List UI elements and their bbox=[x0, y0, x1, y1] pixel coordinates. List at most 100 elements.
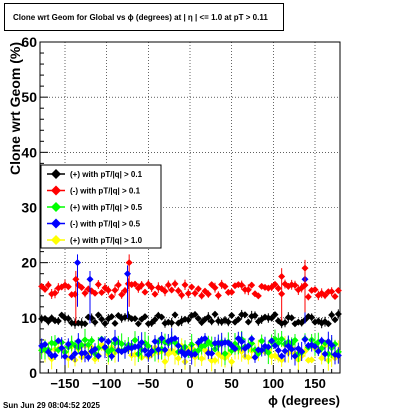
legend-marker bbox=[51, 185, 61, 196]
data-point bbox=[291, 336, 299, 344]
x-tick-label: −50 bbox=[137, 376, 159, 391]
data-point bbox=[311, 286, 319, 294]
data-point bbox=[124, 270, 131, 278]
data-point bbox=[198, 355, 206, 363]
data-point bbox=[98, 315, 106, 323]
data-point bbox=[221, 350, 229, 358]
data-point bbox=[131, 336, 139, 344]
data-point bbox=[168, 286, 176, 294]
data-point bbox=[98, 289, 106, 297]
data-point bbox=[331, 316, 339, 324]
data-point bbox=[158, 313, 166, 321]
x-axis-label: ϕ (degrees) bbox=[268, 393, 340, 408]
data-point bbox=[248, 281, 256, 289]
data-point bbox=[281, 347, 289, 355]
data-point bbox=[238, 338, 246, 346]
legend-marker bbox=[51, 169, 61, 179]
data-point bbox=[308, 313, 316, 321]
data-point bbox=[244, 318, 252, 326]
data-point bbox=[131, 315, 139, 323]
data-point bbox=[264, 349, 272, 357]
data-point bbox=[328, 311, 336, 319]
legend-label: (+) with pT/|q| > 0.5 bbox=[70, 203, 143, 212]
data-point bbox=[188, 283, 196, 291]
data-point bbox=[198, 292, 206, 300]
data-point bbox=[44, 348, 52, 356]
data-point bbox=[321, 291, 329, 299]
data-point bbox=[268, 337, 276, 345]
data-point bbox=[258, 337, 266, 345]
data-point bbox=[114, 281, 122, 289]
data-point bbox=[164, 281, 172, 289]
y-tick-label: 20 bbox=[21, 255, 37, 271]
data-point bbox=[64, 283, 72, 291]
data-point bbox=[334, 310, 342, 318]
data-point bbox=[228, 358, 236, 366]
data-point bbox=[171, 311, 179, 319]
data-point bbox=[188, 341, 196, 349]
data-point bbox=[248, 335, 256, 343]
data-point bbox=[271, 342, 279, 350]
data-point bbox=[321, 350, 329, 358]
data-point bbox=[278, 335, 286, 343]
data-point bbox=[86, 275, 94, 283]
data-point bbox=[331, 293, 339, 301]
x-tick-label: 100 bbox=[262, 376, 284, 391]
data-point bbox=[251, 312, 259, 320]
data-point bbox=[131, 280, 139, 288]
data-point bbox=[328, 288, 336, 296]
data-point bbox=[201, 341, 209, 349]
data-point bbox=[41, 285, 49, 293]
data-point bbox=[54, 337, 62, 345]
data-point bbox=[191, 350, 199, 358]
data-point bbox=[121, 287, 129, 295]
data-point bbox=[278, 352, 286, 360]
legend-marker bbox=[51, 235, 61, 245]
data-point bbox=[134, 320, 142, 328]
data-point bbox=[271, 311, 279, 319]
data-point bbox=[191, 289, 199, 297]
data-point bbox=[151, 290, 159, 298]
data-point bbox=[184, 316, 192, 324]
data-point bbox=[91, 318, 99, 326]
data-point bbox=[281, 319, 289, 327]
data-point bbox=[194, 285, 202, 293]
y-tick-label: 30 bbox=[21, 200, 37, 216]
data-point bbox=[278, 356, 286, 364]
data-point bbox=[104, 338, 112, 346]
legend-label: (-) with pT/|q| > 0.1 bbox=[70, 187, 141, 196]
data-point bbox=[208, 317, 216, 325]
y-tick-label: 40 bbox=[21, 144, 37, 160]
legend-label: (+) with pT/|q| > 0.1 bbox=[70, 170, 143, 179]
data-point bbox=[154, 346, 162, 354]
data-point bbox=[94, 280, 102, 288]
data-point bbox=[224, 318, 232, 326]
data-point bbox=[111, 286, 119, 294]
data-point bbox=[91, 345, 99, 353]
data-point bbox=[161, 287, 169, 295]
x-tick-label: 50 bbox=[224, 376, 238, 391]
data-point bbox=[174, 342, 182, 350]
data-point bbox=[194, 346, 202, 354]
data-point bbox=[258, 346, 266, 354]
data-point bbox=[144, 342, 152, 350]
data-point bbox=[94, 311, 102, 319]
data-point bbox=[308, 356, 316, 364]
data-point bbox=[64, 340, 72, 348]
data-point bbox=[288, 345, 296, 353]
data-point bbox=[161, 358, 169, 366]
data-point bbox=[274, 284, 282, 292]
data-point bbox=[191, 310, 199, 318]
data-point bbox=[111, 335, 119, 343]
legend-label: (-) with pT/|q| > 0.5 bbox=[70, 220, 141, 229]
data-point bbox=[201, 335, 209, 343]
data-point bbox=[51, 351, 59, 359]
data-point bbox=[51, 289, 59, 297]
data-point bbox=[291, 352, 299, 360]
data-point bbox=[274, 346, 282, 354]
data-point bbox=[231, 345, 239, 353]
data-point bbox=[94, 352, 102, 360]
data-point bbox=[244, 342, 252, 350]
data-point bbox=[125, 259, 133, 267]
